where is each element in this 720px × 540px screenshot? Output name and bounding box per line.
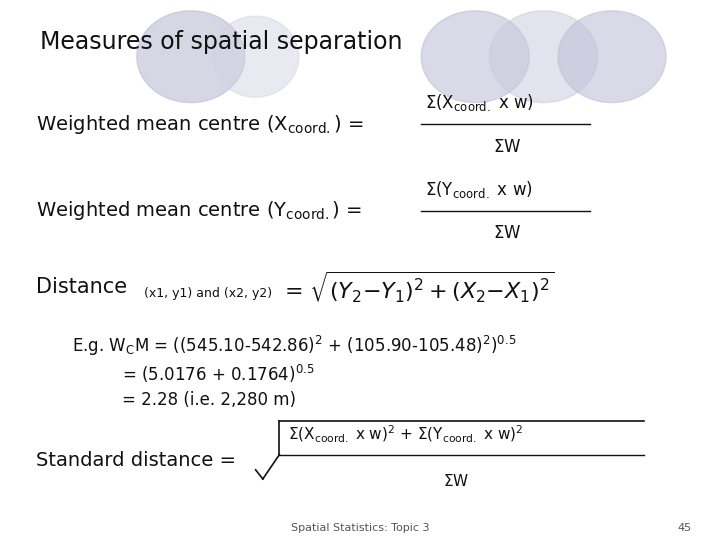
Text: = $\sqrt{(Y_2\mathrm{-}Y_1)^2 + (X_2\mathrm{-}X_1)^2}$: = $\sqrt{(Y_2\mathrm{-}Y_1)^2 + (X_2\mat…: [284, 269, 555, 305]
Ellipse shape: [490, 11, 598, 103]
Text: = (5.0176 + 0.1764)$^{0.5}$: = (5.0176 + 0.1764)$^{0.5}$: [122, 363, 315, 384]
Text: (x1, y1) and (x2, y2): (x1, y1) and (x2, y2): [144, 287, 272, 300]
Text: $\Sigma$W: $\Sigma$W: [493, 224, 521, 242]
Ellipse shape: [421, 11, 529, 103]
Text: Weighted mean centre (X$_{\mathregular{coord.}}$) =: Weighted mean centre (X$_{\mathregular{c…: [36, 113, 364, 136]
Text: Spatial Statistics: Topic 3: Spatial Statistics: Topic 3: [291, 523, 429, 533]
Text: $\Sigma$W: $\Sigma$W: [493, 138, 521, 156]
Text: $\Sigma$(X$_{\mathregular{coord.}}$ x w): $\Sigma$(X$_{\mathregular{coord.}}$ x w): [425, 92, 534, 113]
Text: $\Sigma$(X$_{\mathregular{coord.}}$ x w)$^2$ + $\Sigma$(Y$_{\mathregular{coord.}: $\Sigma$(X$_{\mathregular{coord.}}$ x w)…: [288, 423, 523, 445]
Text: Standard distance =: Standard distance =: [36, 450, 236, 470]
Text: E.g. W$_{\mathregular{C}}$M = ((545.10-542.86)$^2$ + (105.90-105.48)$^2$)$^{0.5}: E.g. W$_{\mathregular{C}}$M = ((545.10-5…: [72, 334, 516, 357]
Ellipse shape: [137, 11, 245, 103]
Text: Weighted mean centre (Y$_{\mathregular{coord.}}$) =: Weighted mean centre (Y$_{\mathregular{c…: [36, 199, 362, 222]
Text: Distance: Distance: [36, 277, 127, 298]
Ellipse shape: [558, 11, 666, 103]
Text: = 2.28 (i.e. 2,280 m): = 2.28 (i.e. 2,280 m): [122, 390, 297, 409]
Ellipse shape: [212, 16, 299, 97]
Text: 45: 45: [677, 523, 691, 533]
Text: $\Sigma$W: $\Sigma$W: [443, 472, 469, 489]
Text: $\Sigma$(Y$_{\mathregular{coord.}}$ x w): $\Sigma$(Y$_{\mathregular{coord.}}$ x w): [425, 179, 533, 199]
Text: Measures of spatial separation: Measures of spatial separation: [40, 30, 402, 53]
